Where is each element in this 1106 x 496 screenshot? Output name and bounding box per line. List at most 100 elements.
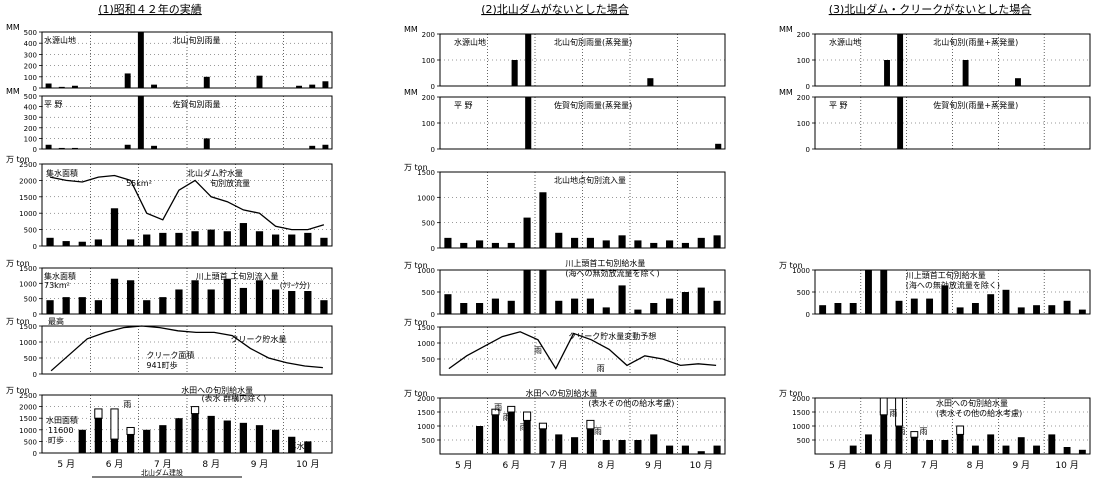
bar bbox=[309, 84, 316, 88]
bar bbox=[571, 237, 579, 248]
bar-extra bbox=[94, 408, 103, 419]
y-tick-label: 0 bbox=[431, 146, 435, 154]
annotation-label: 11600 bbox=[48, 426, 73, 435]
series-line bbox=[448, 331, 717, 370]
bar bbox=[697, 287, 705, 314]
annotation-label: 雨 bbox=[534, 346, 542, 355]
bar bbox=[618, 440, 626, 454]
month-label: 9 月 bbox=[645, 460, 663, 471]
bar bbox=[971, 303, 979, 314]
annotation-label: (表水その他の給水考慮) bbox=[588, 398, 674, 408]
bar bbox=[304, 291, 312, 314]
y-tick-label: 200 bbox=[797, 94, 810, 102]
unit-label: 万 ton bbox=[6, 259, 30, 268]
annotation-label: 水田への旬別給水量 bbox=[181, 385, 253, 395]
y-tick-label: 0 bbox=[431, 311, 435, 319]
bar bbox=[255, 231, 264, 246]
bar bbox=[256, 75, 263, 88]
annotation-label: 北山地点旬別流入量 bbox=[554, 175, 626, 185]
bar bbox=[45, 83, 52, 88]
annotation-label: 水源山地 bbox=[454, 37, 486, 47]
annotation-label: 北山旬別(雨量+蒸発量) bbox=[933, 37, 1018, 47]
bar bbox=[143, 300, 151, 314]
unit-label: 万 ton bbox=[404, 389, 428, 398]
y-tick-label: 500 bbox=[24, 438, 37, 446]
bar bbox=[288, 436, 296, 453]
bar bbox=[523, 270, 531, 314]
bar bbox=[926, 440, 934, 454]
annotation-label: 941町歩 bbox=[146, 360, 177, 370]
bar bbox=[650, 242, 658, 248]
bar bbox=[602, 307, 610, 314]
y-tick-label: 200 bbox=[797, 31, 810, 39]
bar bbox=[849, 303, 857, 314]
annotation-label: 川上頭首工旬別給水量 bbox=[565, 258, 645, 268]
bar bbox=[910, 298, 918, 314]
annotation-label: 水源山地 bbox=[44, 35, 76, 45]
annotation-label: 水源山地 bbox=[829, 37, 861, 47]
bar bbox=[987, 434, 995, 454]
bar bbox=[880, 270, 888, 314]
bar bbox=[555, 232, 563, 248]
bar bbox=[602, 440, 610, 454]
bar bbox=[713, 300, 721, 314]
bar bbox=[1078, 309, 1086, 314]
month-label: 9 月 bbox=[1012, 460, 1030, 471]
y-tick-label: 500 bbox=[422, 220, 435, 228]
bar bbox=[962, 60, 969, 86]
bar bbox=[1048, 434, 1056, 454]
y-tick-label: 500 bbox=[797, 437, 810, 445]
bar bbox=[666, 445, 674, 454]
bar bbox=[586, 237, 594, 248]
bar bbox=[223, 278, 231, 314]
bar bbox=[304, 441, 312, 453]
bar bbox=[78, 241, 86, 246]
month-label: 8 月 bbox=[967, 460, 985, 471]
bar bbox=[94, 418, 103, 453]
unit-label: MM bbox=[6, 87, 20, 96]
bar bbox=[159, 232, 167, 246]
bar bbox=[126, 280, 135, 314]
annotation-label: (表水 群構内除く) bbox=[202, 393, 267, 403]
unit-label: 万 ton bbox=[404, 261, 428, 270]
annotation-label: 平 野 bbox=[44, 100, 63, 109]
bar bbox=[539, 192, 547, 248]
bar bbox=[1033, 445, 1040, 454]
bar bbox=[94, 300, 103, 314]
y-tick-label: 1000 bbox=[417, 423, 435, 431]
annotation-label: 55km² bbox=[126, 179, 152, 188]
bar-extra bbox=[110, 408, 119, 440]
y-tick-label: 1500 bbox=[19, 415, 37, 423]
bar bbox=[288, 234, 296, 246]
bar bbox=[650, 303, 658, 314]
month-label: 7 月 bbox=[154, 459, 172, 470]
chart-c2r2: 0 100 200 MM 平 野 佐賀旬別雨量(蒸発量) bbox=[404, 88, 726, 154]
annotation-label: (ｸﾘｰｸ分) bbox=[280, 281, 310, 290]
y-tick-label: 1500 bbox=[417, 409, 435, 417]
y-tick-label: 1000 bbox=[19, 210, 37, 218]
bar bbox=[1015, 78, 1021, 86]
bar bbox=[271, 289, 280, 314]
bar bbox=[865, 270, 872, 314]
y-tick-label: 200 bbox=[24, 125, 37, 133]
y-tick-label: 1500 bbox=[19, 194, 37, 202]
chart-c1r1: 0 100 200 300 400 500 MM 水源山地 北山旬別雨量 bbox=[6, 23, 333, 93]
bar bbox=[895, 300, 903, 314]
y-tick-label: 500 bbox=[24, 93, 37, 101]
bar bbox=[203, 76, 210, 88]
bar-extra bbox=[126, 426, 135, 435]
bar-extra bbox=[523, 411, 532, 421]
bar-extra bbox=[491, 408, 500, 416]
annotation-label: 雨 bbox=[594, 427, 602, 436]
unit-label: 万 ton bbox=[779, 389, 803, 398]
bar-extra bbox=[190, 406, 200, 415]
bar bbox=[956, 307, 964, 314]
y-tick-label: 2500 bbox=[19, 392, 37, 400]
bar bbox=[159, 297, 167, 314]
bar bbox=[834, 303, 842, 314]
